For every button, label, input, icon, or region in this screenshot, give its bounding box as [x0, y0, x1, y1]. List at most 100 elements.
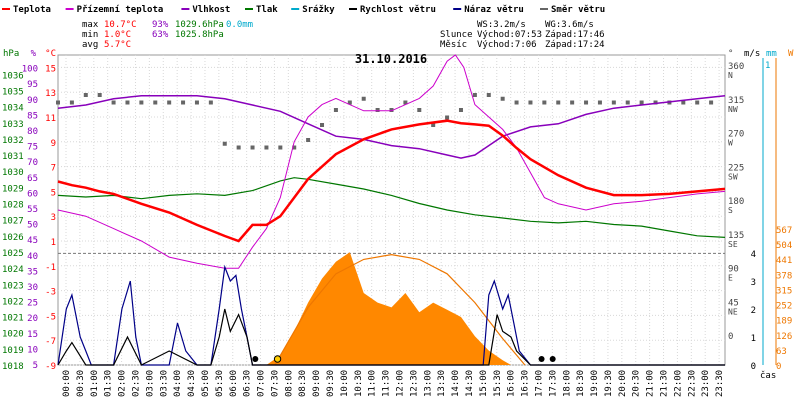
wind-direction-point: [681, 100, 686, 105]
x-tick-label: 06:30: [243, 370, 253, 397]
solar-radiation-area: [266, 252, 512, 365]
axis-unit-time: čas: [760, 370, 776, 381]
wind-direction-point: [584, 100, 589, 105]
y-tick-pressure: 1028: [2, 201, 24, 211]
y-tick-temp: 15: [45, 64, 56, 74]
y-tick-humidity: 20: [27, 314, 38, 324]
x-tick-label: 01:00: [90, 370, 100, 397]
y-tick-rain: 1: [765, 61, 770, 71]
y-tick-temp: 11: [45, 114, 56, 124]
x-tick-label: 17:00: [534, 370, 544, 397]
wind-direction-point: [306, 138, 311, 142]
y-tick-humidity: 95: [27, 80, 38, 90]
y-tick-humidity: 100: [22, 65, 38, 75]
y-tick-temp: 5: [51, 188, 56, 198]
stat-moon-set: Západ:17:24: [545, 40, 605, 50]
x-tick-label: 06:00: [229, 370, 239, 397]
y-tick-humidity: 35: [27, 267, 38, 277]
axis-unit-pct: %: [31, 49, 37, 59]
x-tick-label: 05:30: [215, 370, 225, 397]
y-tick-temp: 3: [51, 213, 56, 223]
stat-wg: WG:3.6m/s: [545, 20, 594, 30]
wind-direction-point: [125, 100, 130, 105]
x-tick-label: 20:00: [618, 370, 628, 397]
wind-direction-point: [472, 93, 477, 97]
stat-min-temp: 1.0°C: [104, 30, 131, 40]
y-tick-humidity: 45: [27, 236, 38, 246]
legend-label: Vlhkost: [192, 5, 230, 15]
wind-direction-point: [417, 108, 422, 112]
stat-moon-rise: Východ:7:06: [477, 40, 537, 50]
axis-unit-hpa: hPa: [3, 49, 19, 59]
y-tick-humidity: 80: [27, 127, 38, 137]
y-tick-solar: 252: [776, 302, 792, 312]
wind-direction-point: [625, 100, 630, 105]
x-tick-label: 03:30: [159, 370, 169, 397]
y-tick-direction: 0: [728, 332, 733, 342]
wind-direction-point: [403, 100, 408, 105]
wind-direction-point: [486, 93, 491, 97]
wind-direction-point: [236, 145, 241, 150]
wind-direction-point: [653, 100, 658, 105]
y-tick-pressure: 1030: [2, 168, 24, 178]
legend-label: Tlak: [256, 5, 278, 15]
wind-direction-point: [458, 108, 463, 112]
y-tick-solar: 63: [776, 347, 787, 357]
x-tick-label: 09:30: [326, 370, 336, 397]
x-tick-label: 16:00: [507, 370, 517, 397]
wind-direction-point: [695, 100, 700, 105]
stat-moon-label: Měsíc: [440, 40, 467, 50]
temperature-line: [57, 119, 726, 243]
wind-direction-point: [361, 96, 366, 101]
x-tick-label: 09:00: [312, 370, 322, 397]
x-tick-label: 02:30: [131, 370, 141, 397]
y-tick-pressure: 1031: [2, 152, 24, 162]
legend-label: Rychlost větru: [360, 4, 436, 15]
y-tick-pressure: 1035: [2, 87, 24, 97]
wind-direction-point: [222, 141, 227, 146]
y-tick-direction-name: NE: [728, 307, 738, 316]
y-tick-direction-name: S: [728, 206, 733, 215]
y-tick-temp: 7: [51, 164, 56, 174]
sun-rise-marker: [273, 355, 282, 363]
x-tick-label: 13:00: [423, 370, 433, 397]
wind-direction-point: [431, 123, 436, 127]
y-tick-pressure: 1032: [2, 136, 24, 146]
x-tick-label: 21:00: [646, 370, 656, 397]
stat-max-press: 1029.6hPa: [175, 20, 224, 30]
wind-direction-point: [264, 145, 269, 150]
y-tick-direction-name: SE: [728, 240, 738, 249]
x-tick-label: 00:30: [76, 370, 86, 397]
y-tick-solar: 189: [776, 317, 792, 327]
x-tick-label: 07:30: [270, 370, 280, 397]
wind-direction-point: [375, 108, 380, 112]
wind-direction-point: [333, 108, 338, 112]
y-tick-humidity: 15: [27, 330, 38, 340]
y-tick-pressure: 1033: [2, 120, 24, 130]
y-tick-solar: 567: [776, 226, 792, 236]
y-tick-humidity: 55: [27, 205, 38, 215]
y-tick-humidity: 10: [27, 345, 38, 355]
wind-direction-point: [709, 100, 714, 105]
x-tick-label: 23:30: [715, 370, 725, 397]
wind-direction-point: [320, 123, 325, 127]
x-tick-label: 19:30: [604, 370, 614, 397]
y-tick-temp: -1: [45, 263, 56, 273]
y-tick-direction-name: SW: [728, 172, 738, 181]
y-tick-solar: 315: [776, 286, 792, 296]
x-tick-label: 22:30: [687, 370, 697, 397]
y-tick-wind: 0: [751, 362, 756, 372]
y-tick-humidity: 50: [27, 221, 38, 231]
x-tick-label: 07:00: [257, 370, 267, 397]
y-tick-solar: 378: [776, 271, 792, 281]
x-tick-label: 10:30: [354, 370, 364, 397]
x-tick-label: 05:00: [201, 370, 211, 397]
wind-direction-point: [194, 100, 199, 105]
stat-min-press: 1025.8hPa: [175, 30, 224, 40]
x-tick-label: 04:00: [173, 370, 183, 397]
y-tick-temp: 13: [45, 89, 56, 99]
x-tick-label: 23:00: [701, 370, 711, 397]
y-tick-humidity: 90: [27, 96, 38, 106]
x-tick-label: 18:00: [562, 370, 572, 397]
